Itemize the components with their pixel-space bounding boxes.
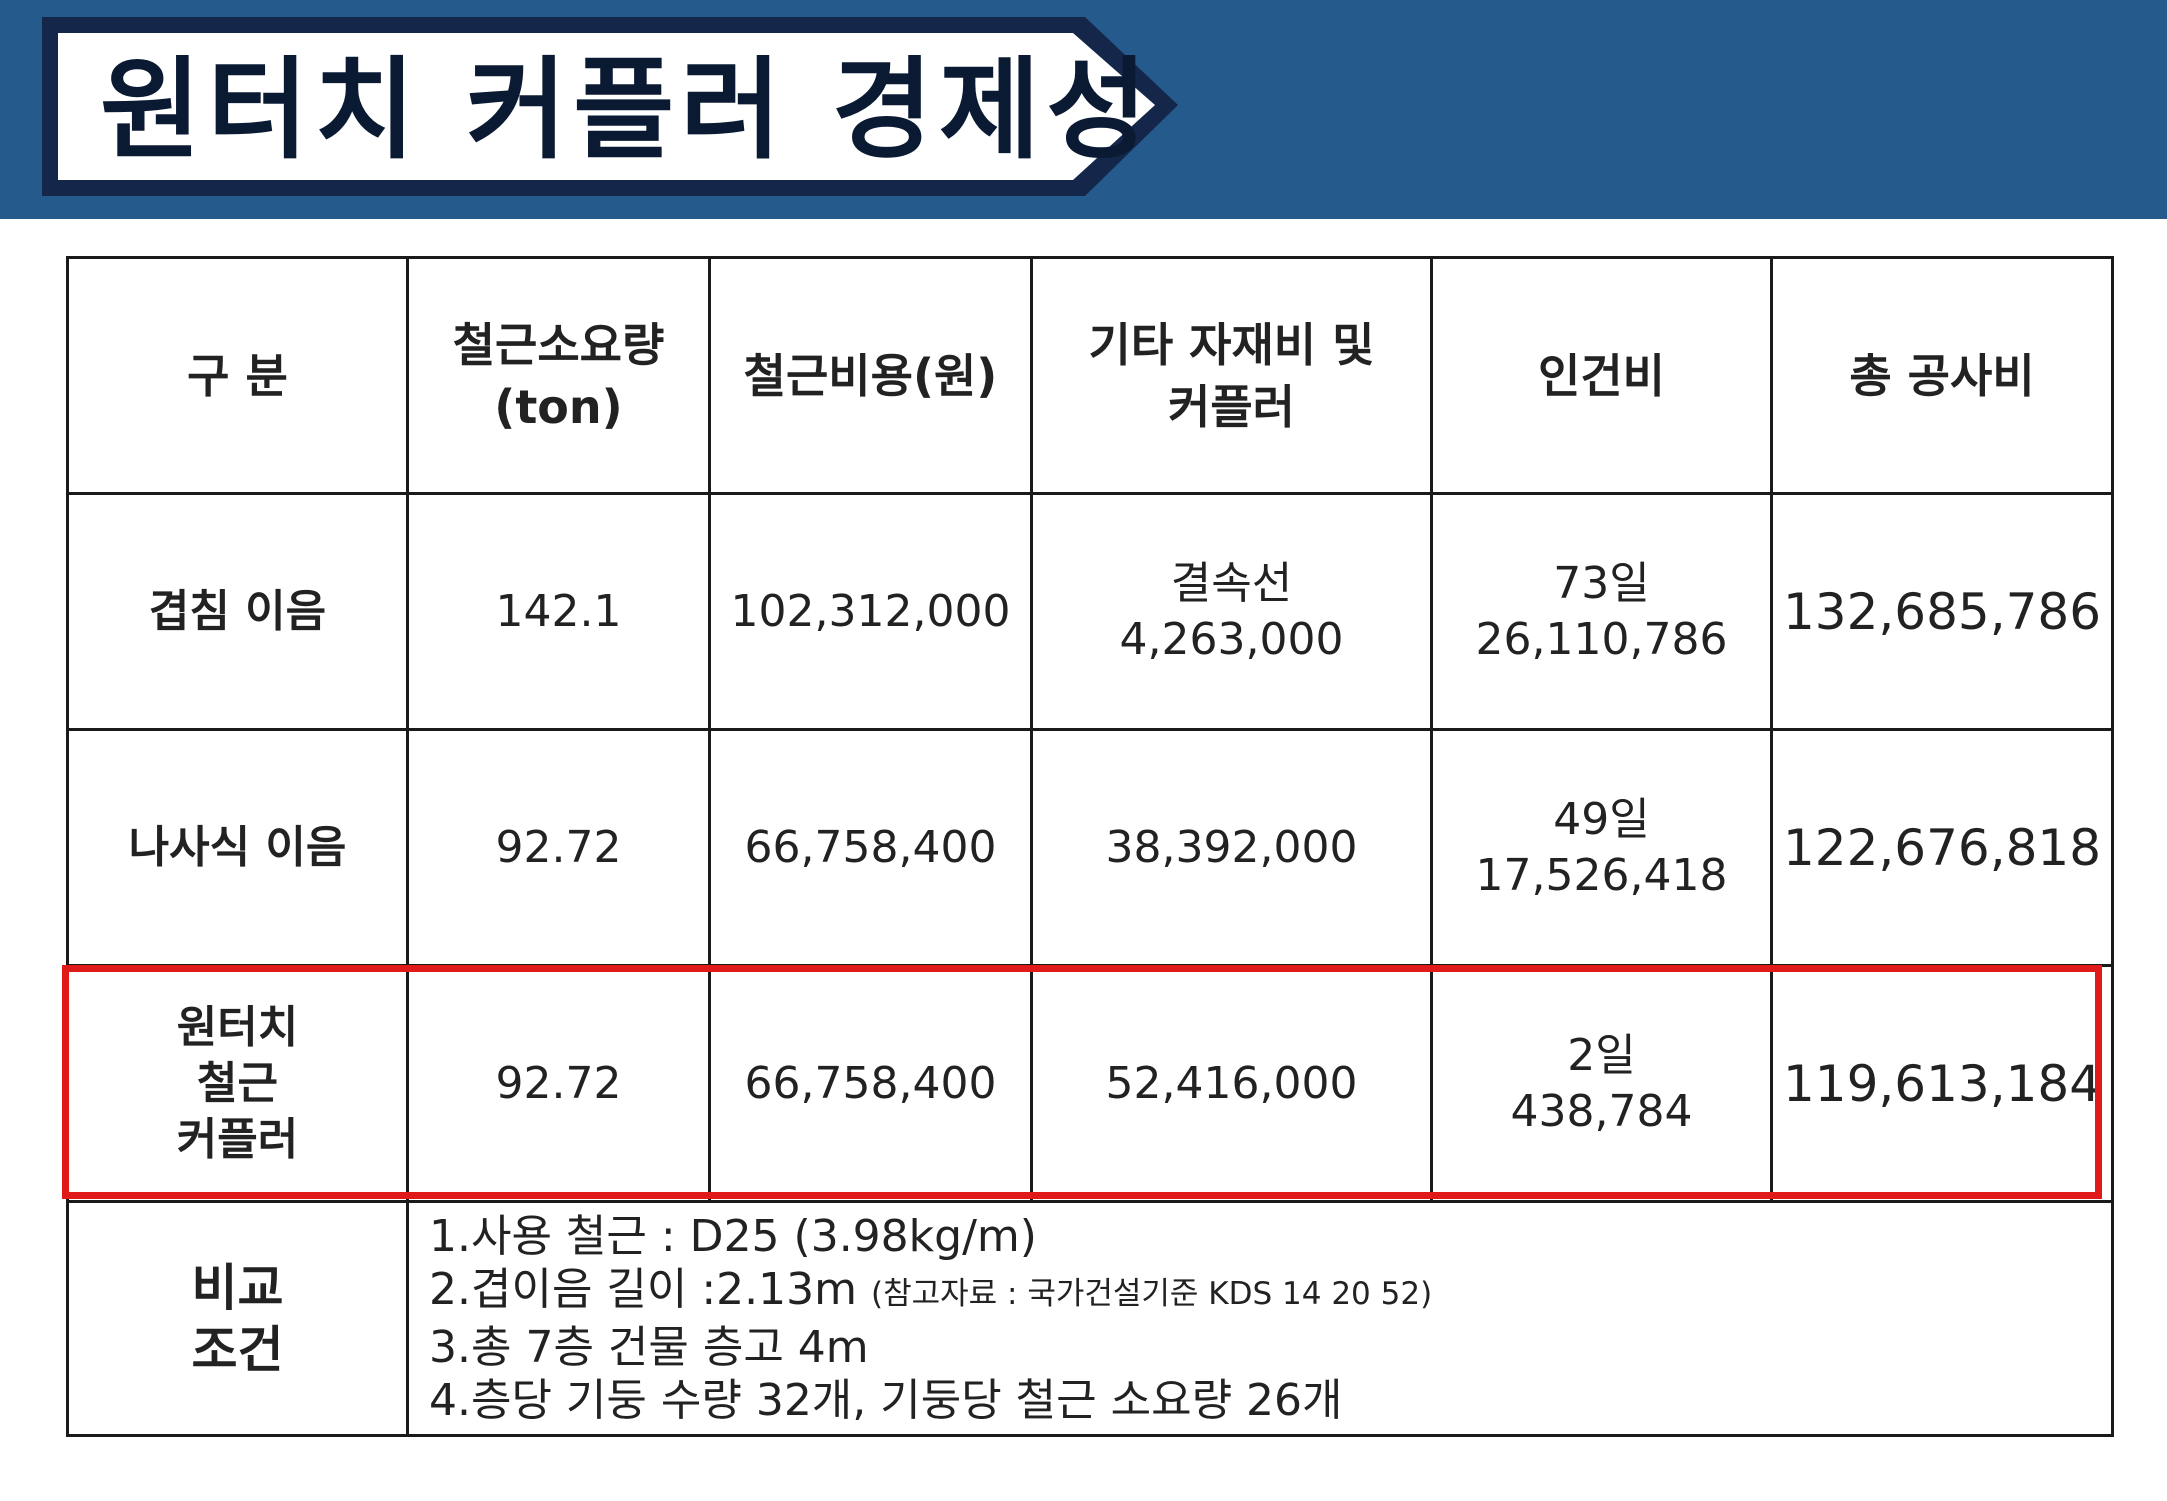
cell-rebar-qty: 142.1 (406, 492, 711, 731)
cell-total: 122,676,818 (1770, 728, 2114, 967)
conditions-row: 비교 조건 1.사용 철근 : D25 (3.98kg/m) 2.겹이음 길이 … (66, 1200, 2114, 1437)
col-header-category: 구 분 (66, 256, 409, 495)
comparison-table: 구 분 철근소요량 (ton) 철근비용(원) 기타 자재비 및 커플러 인건비… (66, 256, 2114, 1437)
col-header-rebar-qty: 철근소요량 (ton) (406, 256, 711, 495)
cell-rebar-qty: 92.72 (406, 964, 711, 1203)
cell-total: 119,613,184 (1770, 964, 2114, 1203)
cell-total: 132,685,786 (1770, 492, 2114, 731)
cell-rebar-cost: 102,312,000 (708, 492, 1033, 731)
cell-materials: 결속선 4,263,000 (1030, 492, 1433, 731)
table-row: 나사식 이음 92.72 66,758,400 38,392,000 49일 1… (66, 728, 2114, 967)
col-header-rebar-cost: 철근비용(원) (708, 256, 1033, 495)
condition-item: 3.총 7층 건물 층고 4m (429, 1322, 869, 1373)
conditions-list: 1.사용 철근 : D25 (3.98kg/m) 2.겹이음 길이 :2.13m… (406, 1200, 2114, 1437)
condition-item: 2.겹이음 길이 :2.13m (참고자료 : 국가건설기준 KDS 14 20… (429, 1264, 1433, 1315)
cell-rebar-cost: 66,758,400 (708, 728, 1033, 967)
title-banner (42, 17, 1178, 196)
cell-labor: 73일 26,110,786 (1430, 492, 1773, 731)
cell-materials: 38,392,000 (1030, 728, 1433, 967)
col-header-materials: 기타 자재비 및 커플러 (1030, 256, 1433, 495)
row-label-threaded-splice: 나사식 이음 (66, 728, 409, 967)
table-row: 원터치 철근 커플러 92.72 66,758,400 52,416,000 2… (66, 964, 2114, 1203)
cell-rebar-cost: 66,758,400 (708, 964, 1033, 1203)
page-title: 원터치 커플러 경제성 (100, 46, 1154, 174)
conditions-label: 비교 조건 (66, 1200, 409, 1437)
cell-materials: 52,416,000 (1030, 964, 1433, 1203)
condition-item: 4.층당 기둥 수량 32개, 기둥당 철근 소요량 26개 (429, 1375, 1343, 1426)
cell-labor: 49일 17,526,418 (1430, 728, 1773, 967)
cell-rebar-qty: 92.72 (406, 728, 711, 967)
condition-item: 1.사용 철근 : D25 (3.98kg/m) (429, 1211, 1037, 1262)
condition-note: (참고자료 : 국가건설기준 KDS 14 20 52) (871, 1276, 1433, 1312)
row-label-lap-splice: 겹침 이음 (66, 492, 409, 731)
col-header-total: 총 공사비 (1770, 256, 2114, 495)
table-row: 겹침 이음 142.1 102,312,000 결속선 4,263,000 73… (66, 492, 2114, 731)
cell-labor: 2일 438,784 (1430, 964, 1773, 1203)
col-header-labor: 인건비 (1430, 256, 1773, 495)
header-row: 구 분 철근소요량 (ton) 철근비용(원) 기타 자재비 및 커플러 인건비… (66, 256, 2114, 495)
row-label-one-touch-coupler: 원터치 철근 커플러 (66, 964, 409, 1203)
